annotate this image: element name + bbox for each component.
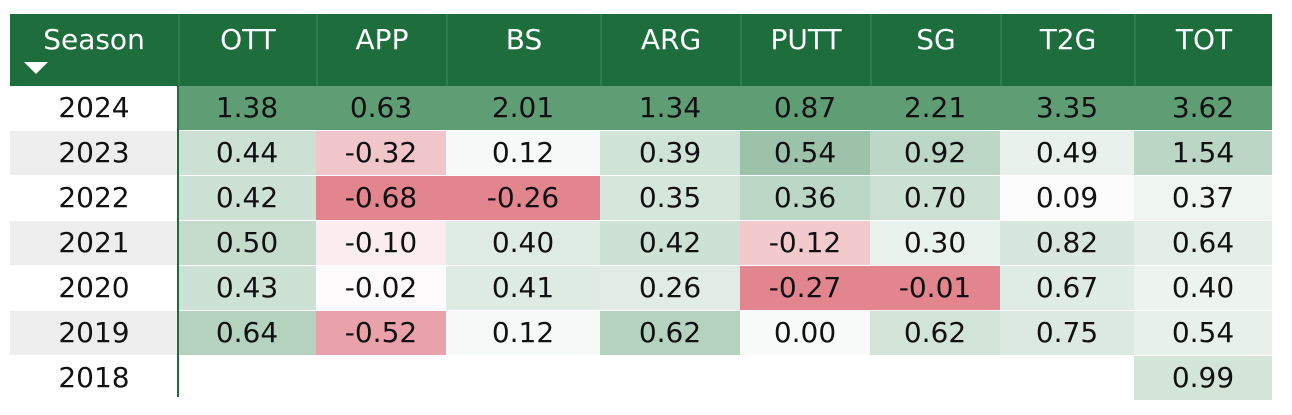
value-cell-t2g: 0.09 (1000, 176, 1134, 220)
value-cell-t2g: 0.75 (1000, 311, 1134, 355)
value-cell-tot: 0.99 (1134, 356, 1272, 400)
value-cell-ott: 0.44 (178, 131, 316, 175)
table-row: 2021 0.50 -0.10 0.40 0.42 -0.12 0.30 0.82 0.64 (10, 221, 1272, 265)
season-cell: 2024 (10, 86, 178, 130)
value-cell-arg: 0.35 (600, 176, 740, 220)
column-header-putt[interactable]: PUTT (770, 23, 842, 56)
header-divider (316, 14, 318, 86)
value-cell-putt: 0.54 (740, 131, 870, 175)
value-cell-app: -0.02 (316, 266, 446, 310)
season-cell: 2018 (10, 356, 178, 400)
table-row: 2023 0.44 -0.32 0.12 0.39 0.54 0.92 0.49 1.54 (10, 131, 1272, 175)
value-cell-ott: 1.38 (178, 86, 316, 130)
column-header-ott[interactable]: OTT (220, 23, 276, 56)
value-cell-bs: -0.26 (446, 176, 600, 220)
season-header-label: Season (43, 23, 145, 56)
value-cell-bs: 2.01 (446, 86, 600, 130)
value-cell-putt: 0.00 (740, 311, 870, 355)
column-header-bs[interactable]: BS (505, 23, 543, 56)
season-cell: 2022 (10, 176, 178, 220)
value-cell-bs: 0.12 (446, 311, 600, 355)
value-cell-arg: 1.34 (600, 86, 740, 130)
table-row: 2022 0.42 -0.68 -0.26 0.35 0.36 0.70 0.09 0.37 (10, 176, 1272, 220)
value-cell-putt: 0.36 (740, 176, 870, 220)
value-cell-tot: 0.54 (1134, 311, 1272, 355)
value-cell-t2g: 3.35 (1000, 86, 1134, 130)
season-cell: 2020 (10, 266, 178, 310)
value-cell-bs: 0.40 (446, 221, 600, 265)
season-header[interactable]: Season (10, 14, 178, 86)
value-cell-tot: 0.64 (1134, 221, 1272, 265)
column-header-tot[interactable]: TOT (1175, 23, 1233, 56)
value-cell-ott (178, 356, 316, 400)
value-cell-sg: 0.70 (870, 176, 1000, 220)
value-cell-tot: 0.37 (1134, 176, 1272, 220)
value-cell-app: -0.52 (316, 311, 446, 355)
value-cell-sg: 0.92 (870, 131, 1000, 175)
column-header-t2g[interactable]: T2G (1039, 23, 1097, 56)
value-cell-arg: 0.39 (600, 131, 740, 175)
value-cell-putt: -0.12 (740, 221, 870, 265)
value-cell-t2g: 0.82 (1000, 221, 1134, 265)
value-cell-sg: 2.21 (870, 86, 1000, 130)
value-cell-tot: 1.54 (1134, 131, 1272, 175)
column-header-app[interactable]: APP (355, 23, 409, 56)
value-cell-ott: 0.43 (178, 266, 316, 310)
column-header-sg[interactable]: SG (916, 23, 956, 56)
value-cell-bs (446, 356, 600, 400)
value-cell-app: 0.63 (316, 86, 446, 130)
header-divider (1000, 14, 1002, 86)
value-cell-tot: 0.40 (1134, 266, 1272, 310)
value-cell-ott: 0.64 (178, 311, 316, 355)
value-cell-sg (870, 356, 1000, 400)
value-cell-arg: 0.62 (600, 311, 740, 355)
value-cell-ott: 0.50 (178, 221, 316, 265)
value-cell-t2g (1000, 356, 1134, 400)
header-divider (600, 14, 602, 86)
value-cell-putt: 0.87 (740, 86, 870, 130)
value-cell-app: -0.10 (316, 221, 446, 265)
value-cell-putt: -0.27 (740, 266, 870, 310)
value-cell-arg (600, 356, 740, 400)
season-column-divider (177, 86, 179, 397)
value-cell-bs: 0.41 (446, 266, 600, 310)
table-row: 2024 1.38 0.63 2.01 1.34 0.87 2.21 3.35 3.62 (10, 86, 1272, 130)
value-cell-sg: 0.30 (870, 221, 1000, 265)
header-divider (740, 14, 742, 86)
value-cell-bs: 0.12 (446, 131, 600, 175)
table-row: 2020 0.43 -0.02 0.41 0.26 -0.27 -0.01 0.67 0.40 (10, 266, 1272, 310)
value-cell-app (316, 356, 446, 400)
table-header: Season OTT APP BS ARG PUTT SG T2G TOT (10, 14, 1272, 86)
value-cell-app: -0.68 (316, 176, 446, 220)
header-divider (178, 14, 180, 86)
season-cell: 2019 (10, 311, 178, 355)
header-divider (446, 14, 448, 86)
value-cell-tot: 3.62 (1134, 86, 1272, 130)
value-cell-putt (740, 356, 870, 400)
season-cell: 2023 (10, 131, 178, 175)
sort-descending-icon[interactable] (24, 62, 48, 74)
value-cell-app: -0.32 (316, 131, 446, 175)
column-header-arg[interactable]: ARG (640, 23, 702, 56)
header-divider (1134, 14, 1136, 86)
value-cell-sg: -0.01 (870, 266, 1000, 310)
value-cell-t2g: 0.67 (1000, 266, 1134, 310)
season-cell: 2021 (10, 221, 178, 265)
table-row: 2018 0.99 (10, 356, 1272, 400)
value-cell-arg: 0.26 (600, 266, 740, 310)
value-cell-t2g: 0.49 (1000, 131, 1134, 175)
value-cell-arg: 0.42 (600, 221, 740, 265)
header-divider (870, 14, 872, 86)
value-cell-ott: 0.42 (178, 176, 316, 220)
value-cell-sg: 0.62 (870, 311, 1000, 355)
table-row: 2019 0.64 -0.52 0.12 0.62 0.00 0.62 0.75 0.54 (10, 311, 1272, 355)
